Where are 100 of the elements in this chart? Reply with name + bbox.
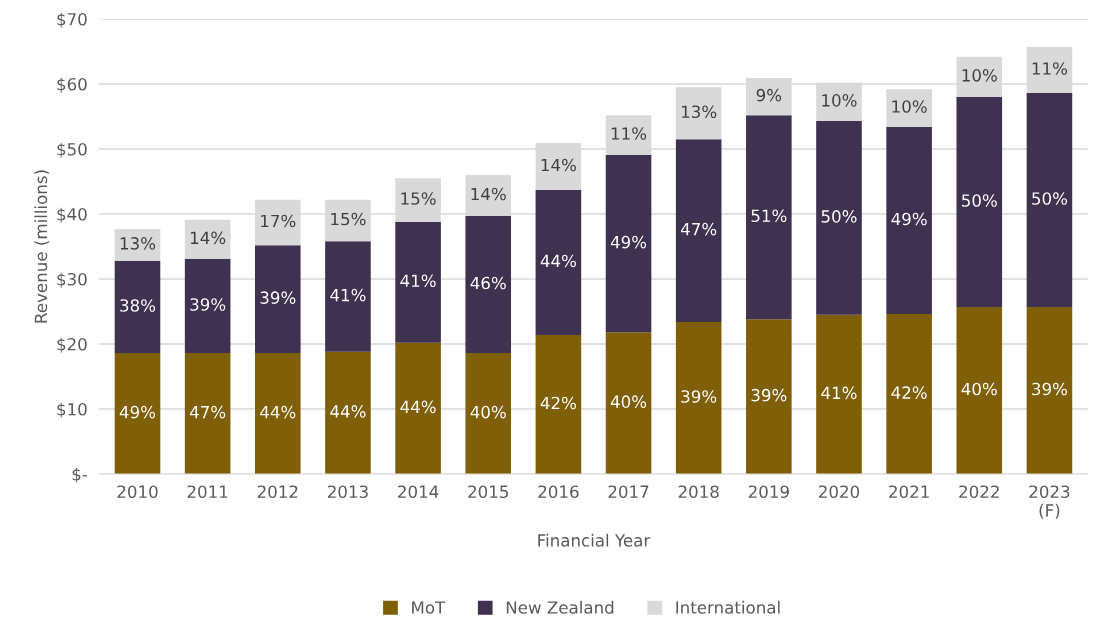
- annotation: 47%: [680, 222, 717, 236]
- x-axis-title: Financial Year: [538, 533, 651, 547]
- x-tick-label: 2021: [889, 485, 929, 499]
- bar: [886, 126, 932, 315]
- bar: [816, 314, 862, 474]
- annotation: 39%: [751, 388, 787, 402]
- y-tick-label: $40: [57, 207, 87, 223]
- bar: [114, 228, 161, 261]
- annotation: 42%: [540, 396, 576, 410]
- annotation: 10%: [892, 100, 927, 113]
- bar: [395, 221, 441, 343]
- annotation: 15%: [331, 212, 366, 226]
- annotation: 46%: [470, 276, 506, 290]
- annotation: 39%: [681, 390, 717, 403]
- annotation: 49%: [610, 235, 647, 249]
- annotation: 41%: [821, 386, 857, 400]
- annotation: 44%: [540, 254, 576, 268]
- legend-label: MoT: [412, 601, 446, 614]
- annotation: 13%: [681, 105, 717, 119]
- bar: [675, 139, 722, 322]
- bar: [535, 189, 582, 335]
- annotation: 40%: [470, 405, 506, 419]
- bar: [395, 342, 441, 474]
- annotation: 49%: [891, 212, 927, 226]
- annotation: 14%: [190, 231, 226, 245]
- annotation: 11%: [1032, 62, 1068, 75]
- x-tick-label: 2022: [959, 485, 999, 499]
- y-tick-label: $10: [57, 402, 87, 418]
- annotation: 51%: [751, 209, 787, 223]
- annotation: 50%: [1032, 192, 1068, 205]
- annotation: 10%: [822, 94, 857, 107]
- x-tick-label: 2023 (F): [1029, 485, 1070, 519]
- bar: [184, 353, 231, 474]
- annotation: 41%: [400, 274, 436, 288]
- bar: [184, 258, 231, 354]
- bar: [956, 96, 1003, 307]
- annotation: 47%: [189, 405, 226, 419]
- annotation: 38%: [120, 299, 156, 312]
- bar: [325, 241, 371, 352]
- bar: [816, 121, 862, 315]
- y-axis-title: Revenue (millions): [34, 170, 50, 323]
- bar: [605, 154, 652, 333]
- annotation: 9%: [756, 88, 782, 102]
- bar: [956, 306, 1003, 474]
- x-tick-label: 2017: [608, 485, 649, 499]
- bar: [746, 319, 792, 474]
- bar: [675, 321, 722, 474]
- annotation: 15%: [401, 192, 436, 205]
- legend-label: International: [676, 600, 780, 614]
- y-tick-label: $-: [72, 467, 87, 483]
- annotation: 14%: [541, 158, 576, 172]
- legend-label: New Zealand: [506, 600, 614, 614]
- bar: [1026, 306, 1073, 474]
- annotation: 39%: [190, 298, 226, 311]
- annotation: 44%: [260, 405, 296, 419]
- annotation: 44%: [330, 405, 366, 418]
- annotation: 17%: [261, 214, 296, 228]
- bar: [114, 353, 161, 474]
- y-tick-label: $20: [57, 337, 87, 353]
- y-tick-label: $50: [57, 142, 87, 158]
- x-tick-label: 2016: [538, 485, 579, 499]
- bar: [746, 115, 792, 320]
- annotation: 10%: [962, 69, 997, 82]
- y-tick-label: $70: [57, 12, 87, 28]
- annotation: 41%: [330, 288, 366, 302]
- annotation: 42%: [891, 386, 927, 399]
- x-tick-label: 2012: [257, 485, 298, 499]
- y-tick-label: $60: [57, 77, 87, 93]
- x-tick-label: 2010: [117, 485, 158, 499]
- bar: [465, 353, 512, 474]
- annotation: 14%: [471, 187, 506, 201]
- annotation: 40%: [610, 395, 647, 408]
- x-tick-label: 2013: [327, 485, 368, 499]
- y-tick-label: $30: [57, 272, 87, 288]
- bar: [886, 314, 932, 474]
- bar: [535, 334, 582, 474]
- bar: [465, 215, 512, 354]
- annotation: 49%: [119, 405, 156, 419]
- annotation: 44%: [400, 400, 436, 414]
- bar: [675, 87, 722, 140]
- annotation: 50%: [962, 194, 997, 207]
- bar: [886, 89, 932, 127]
- annotation: 50%: [821, 210, 857, 223]
- bar: [254, 353, 301, 474]
- annotation: 40%: [961, 382, 997, 396]
- annotation: 39%: [1032, 382, 1068, 396]
- annotation: 13%: [120, 237, 156, 250]
- bar: [1026, 93, 1073, 307]
- bar: [605, 332, 652, 474]
- bar: [114, 260, 161, 354]
- annotation: 11%: [611, 127, 647, 140]
- bar: [325, 351, 371, 474]
- x-tick-label: 2011: [187, 485, 228, 499]
- x-tick-label: 2015: [468, 485, 508, 499]
- bar: [184, 219, 231, 259]
- annotation: 39%: [260, 291, 296, 304]
- x-tick-label: 2018: [678, 485, 719, 499]
- x-tick-label: 2020: [818, 485, 860, 499]
- x-tick-label: 2014: [398, 485, 439, 499]
- x-tick-label: 2019: [748, 485, 789, 499]
